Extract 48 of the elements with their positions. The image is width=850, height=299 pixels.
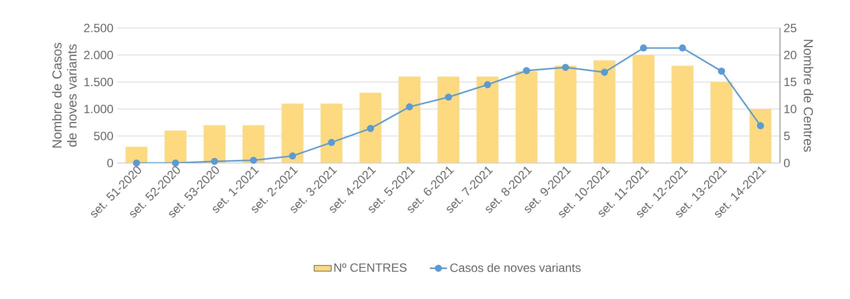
bar	[242, 125, 264, 163]
y2-tick-label: 20	[784, 50, 796, 60]
point	[600, 68, 608, 76]
point	[366, 124, 374, 132]
y2-tick-label: 15	[784, 78, 796, 86]
y-tick-label: 2.500	[84, 24, 114, 32]
y-tick-label: 500	[94, 132, 114, 140]
legend-label: Casos de noves variants	[450, 263, 581, 272]
y2-axis-title: Nombre de Centres	[804, 40, 814, 152]
bar	[476, 76, 498, 163]
point	[406, 103, 414, 110]
bar	[750, 108, 772, 163]
y-tick-label: 1.000	[84, 104, 114, 114]
bar	[632, 54, 654, 163]
bar	[398, 76, 420, 163]
bar	[320, 104, 342, 163]
point	[210, 158, 218, 165]
bar	[554, 66, 576, 163]
point	[678, 44, 686, 52]
legend-label: Nº CENTRES	[334, 263, 407, 272]
point	[562, 64, 570, 71]
bar	[164, 130, 186, 163]
point	[718, 68, 726, 75]
bar	[672, 66, 694, 163]
point	[756, 122, 764, 130]
point	[522, 67, 530, 74]
y-tick-label: 0	[107, 158, 114, 168]
point	[484, 81, 492, 88]
bar	[594, 60, 616, 163]
y-axis-title: Nombre de Casos de noves variants	[52, 42, 77, 148]
bar	[282, 104, 304, 163]
y-tick-label: 2.000	[84, 50, 114, 60]
y2-tick-label: 5	[784, 132, 790, 140]
bar	[204, 125, 226, 163]
bar	[126, 146, 148, 163]
bar	[360, 92, 382, 163]
y-tick-label: 1.500	[84, 78, 114, 86]
y2-tick-label: 25	[784, 24, 796, 32]
point	[288, 152, 296, 160]
bar	[516, 71, 538, 163]
point	[328, 138, 336, 146]
point	[640, 44, 648, 52]
bar	[438, 76, 460, 163]
point	[444, 94, 452, 101]
point	[250, 156, 258, 164]
y2-tick-label: 10	[784, 104, 796, 114]
bar	[710, 82, 732, 163]
y2-tick-label: 0	[784, 158, 790, 168]
